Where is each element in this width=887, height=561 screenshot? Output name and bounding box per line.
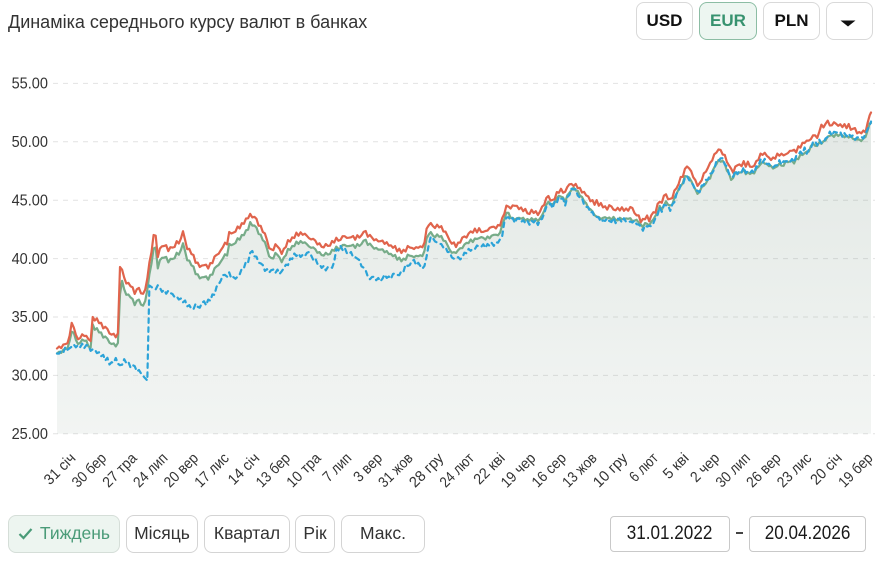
svg-text:45.00: 45.00	[12, 192, 48, 209]
svg-text:13 бер: 13 бер	[253, 450, 294, 491]
svg-text:6 лют: 6 лют	[626, 450, 662, 486]
svg-text:30.00: 30.00	[12, 368, 48, 385]
svg-text:19 чер: 19 чер	[498, 450, 540, 492]
svg-text:40.00: 40.00	[12, 251, 48, 268]
svg-text:50.00: 50.00	[12, 134, 48, 151]
svg-text:10 гру: 10 гру	[590, 449, 632, 491]
svg-text:19 бер: 19 бер	[835, 450, 876, 491]
svg-text:10 тра: 10 тра	[283, 449, 325, 491]
svg-text:25.00: 25.00	[12, 426, 48, 443]
svg-text:24 лют: 24 лют	[437, 450, 478, 491]
svg-text:35.00: 35.00	[12, 309, 48, 326]
svg-text:55.00: 55.00	[12, 76, 48, 93]
svg-text:20 вер: 20 вер	[161, 450, 202, 491]
svg-text:17 лис: 17 лис	[191, 449, 233, 491]
svg-text:31 жов: 31 жов	[375, 450, 416, 491]
svg-text:23 лис: 23 лис	[774, 449, 816, 491]
svg-text:26 вер: 26 вер	[743, 450, 784, 491]
svg-text:16 сер: 16 сер	[529, 450, 570, 491]
svg-text:7 лип: 7 лип	[319, 450, 355, 486]
svg-text:5 кві: 5 кві	[660, 450, 693, 483]
